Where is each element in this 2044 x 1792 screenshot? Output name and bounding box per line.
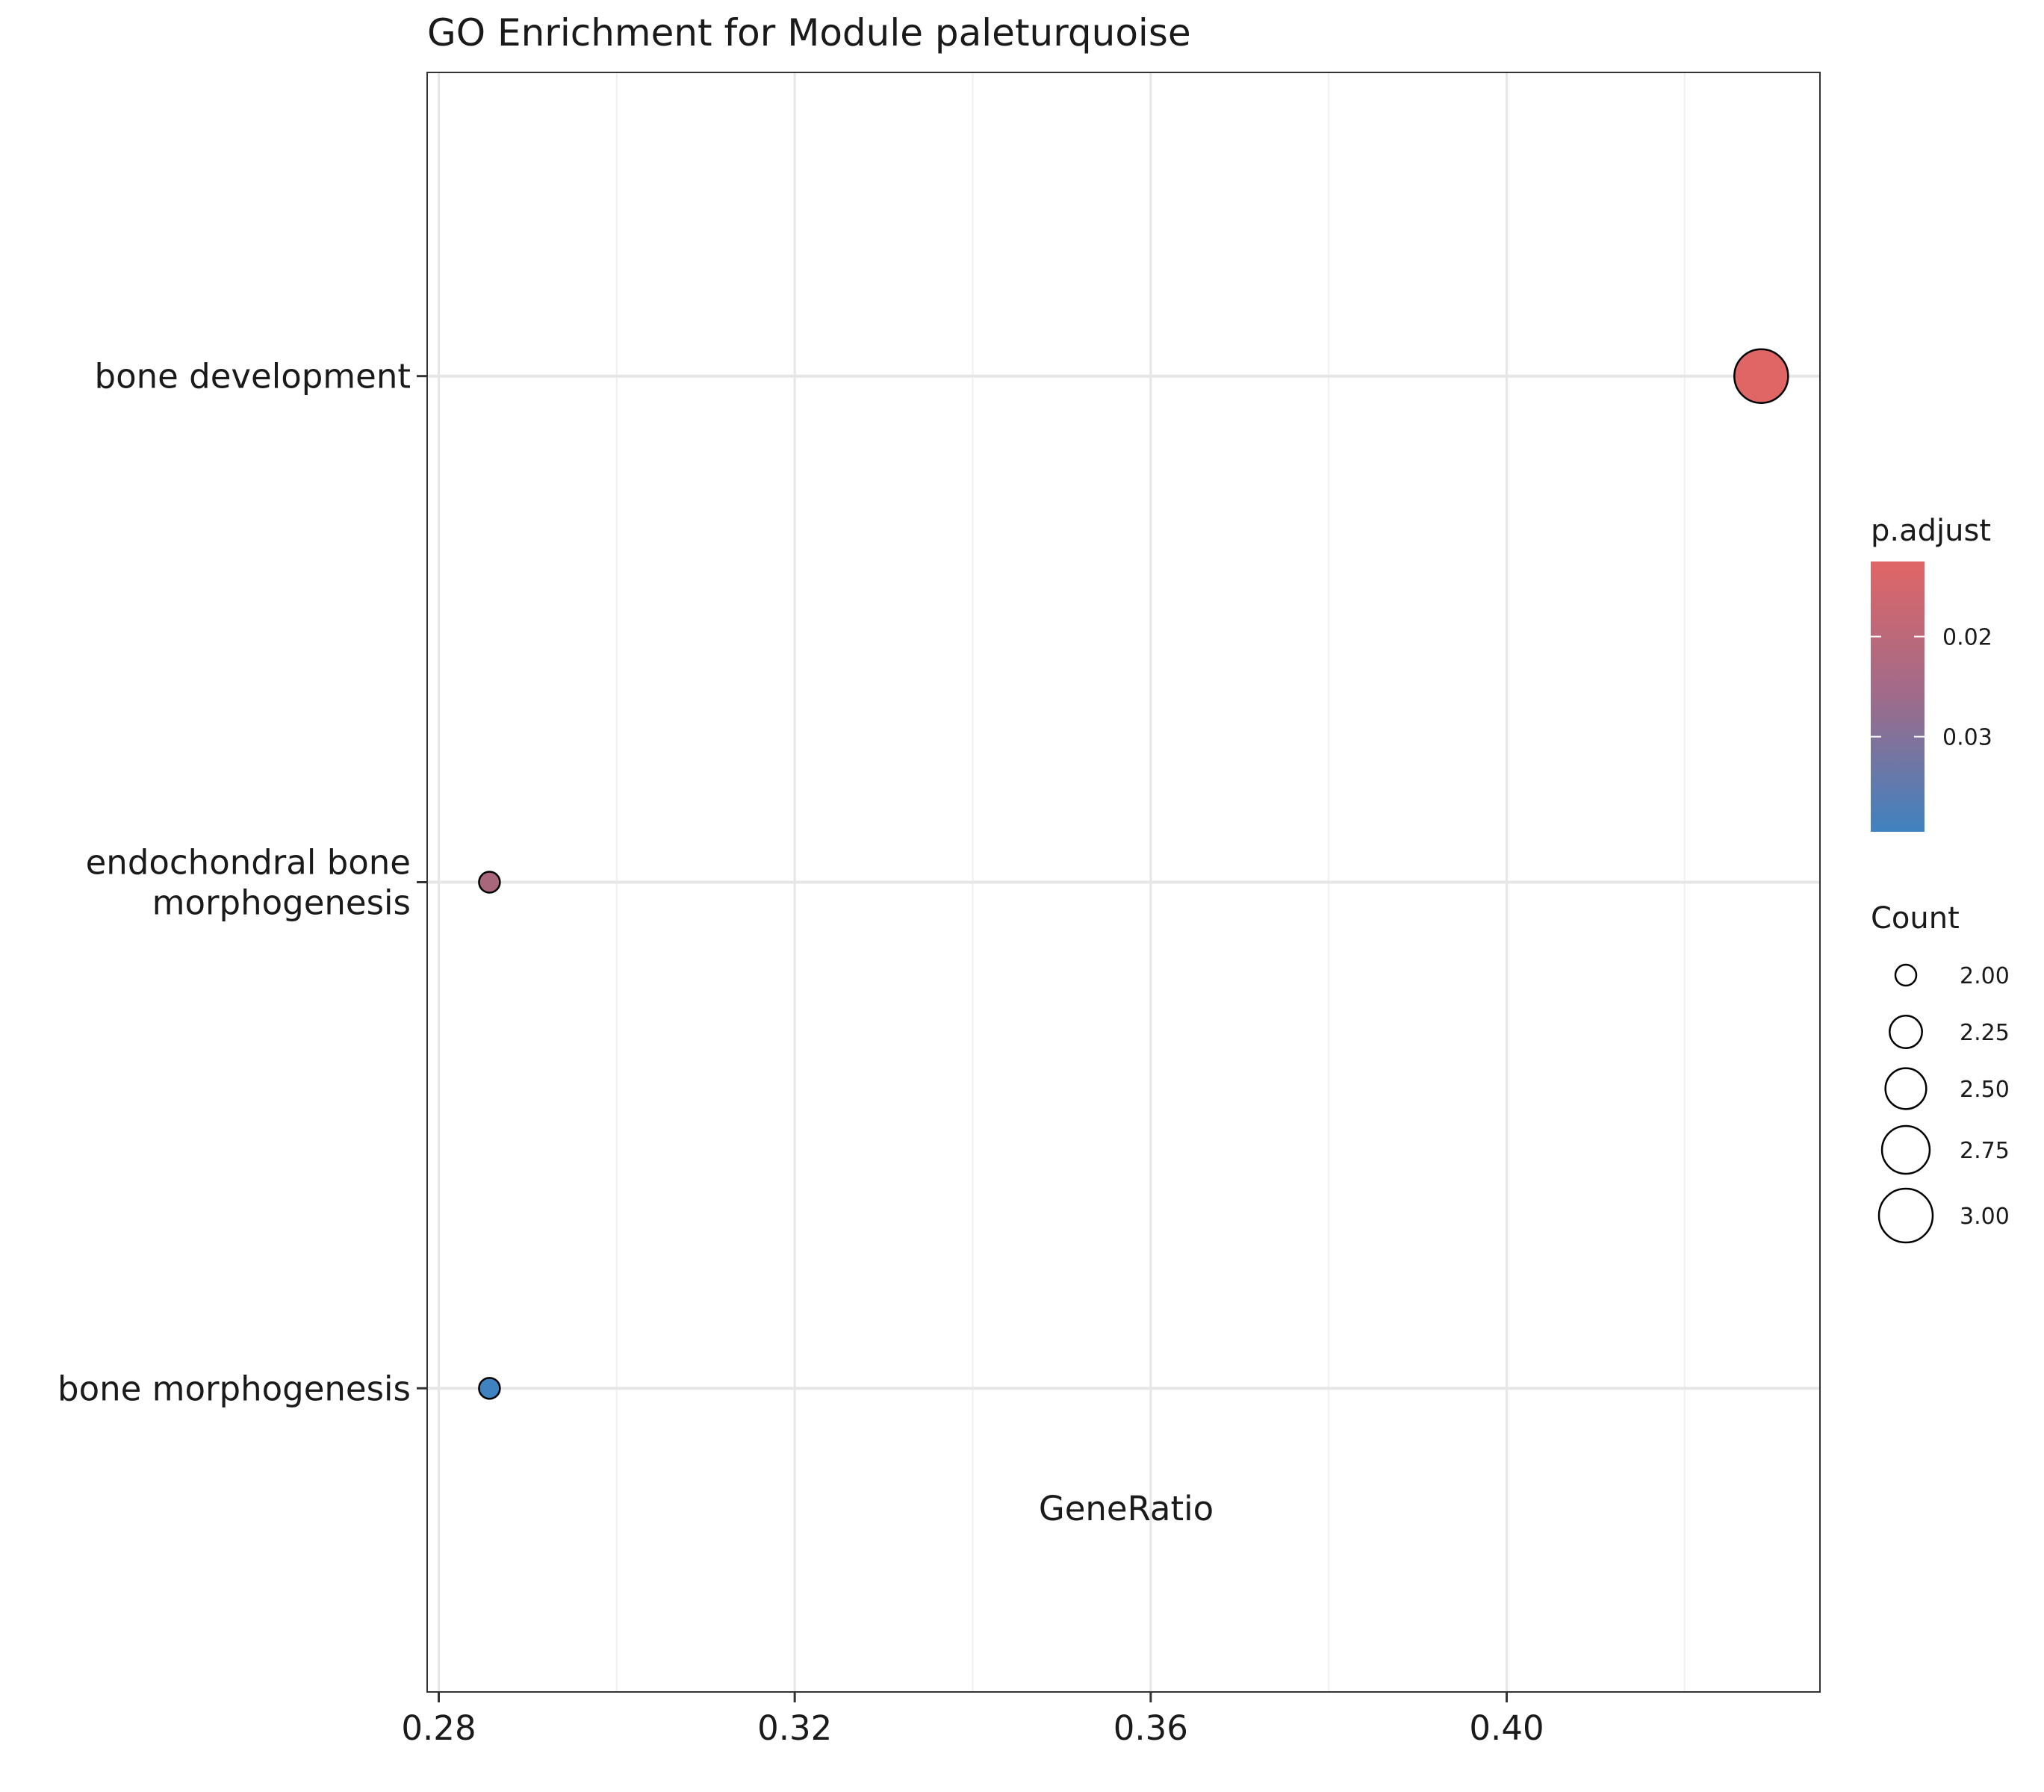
data-point <box>1733 348 1789 404</box>
size-legend-label: 2.00 <box>1960 963 2010 989</box>
y-tick-label: bone morphogenesis <box>58 1369 411 1408</box>
color-legend-tick-label: 0.02 <box>1942 625 1992 651</box>
size-legend-label: 2.75 <box>1960 1138 2010 1164</box>
size-legend-label: 2.50 <box>1960 1077 2010 1103</box>
x-axis: 0.28 0.32 0.36 0.40 <box>401 1692 1544 1748</box>
x-tick-label: 0.32 <box>757 1708 832 1748</box>
color-legend-bar <box>1871 561 1925 832</box>
x-axis-label: GeneRatio <box>1039 1489 1214 1528</box>
size-legend-label: 3.00 <box>1960 1204 2010 1230</box>
y-tick-label: morphogenesis <box>152 883 411 923</box>
size-legend: Count 2.00 2.25 2.50 2.75 3.00 <box>1871 901 2010 1244</box>
size-legend-key <box>1889 1015 1923 1049</box>
y-tick-label: bone development <box>95 357 411 396</box>
y-axis: bone development endochondral bonemorphog… <box>58 357 427 1408</box>
size-legend-key <box>1884 1067 1927 1110</box>
size-legend-label: 2.25 <box>1960 1020 2010 1046</box>
size-legend-key <box>1880 1124 1931 1175</box>
x-tick-label: 0.40 <box>1469 1708 1544 1748</box>
size-legend-key <box>1877 1187 1934 1244</box>
color-legend: p.adjust 0.02 0.03 <box>1871 514 1992 832</box>
color-legend-tick-label: 0.03 <box>1942 725 1992 751</box>
color-legend-title: p.adjust <box>1871 514 1991 548</box>
size-legend-title: Count <box>1871 901 1960 936</box>
x-tick-label: 0.36 <box>1113 1708 1188 1748</box>
y-tick-label: endochondral bone <box>86 843 411 883</box>
chart-title: GO Enrichment for Module paleturquoise <box>427 11 1191 55</box>
size-legend-key <box>1894 963 1918 987</box>
data-point <box>478 1377 501 1400</box>
data-point <box>478 871 501 894</box>
x-tick-label: 0.28 <box>401 1708 476 1748</box>
plot-panel <box>426 72 1821 1693</box>
